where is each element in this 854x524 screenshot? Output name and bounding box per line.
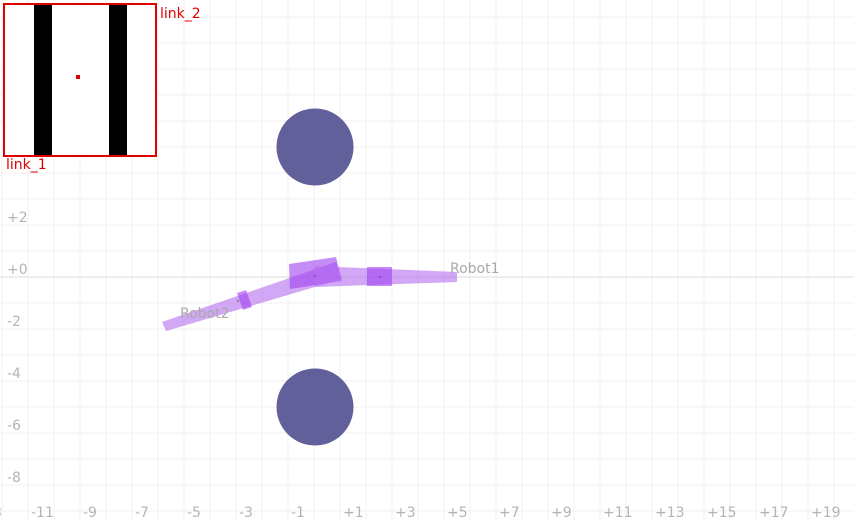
x-axis-label: +3 xyxy=(395,505,416,520)
inset-frame xyxy=(3,3,157,157)
robot-joint xyxy=(237,290,252,310)
joint-center xyxy=(314,275,316,277)
x-axis-label: -7 xyxy=(135,505,149,520)
robot-label: Robot1 xyxy=(450,261,500,277)
x-axis-label: -9 xyxy=(83,505,97,520)
x-axis-label: +7 xyxy=(499,505,520,520)
robot-1 xyxy=(289,257,457,289)
y-axis-label: +0 xyxy=(7,262,28,278)
inset-label: link_2 xyxy=(160,6,201,22)
x-axis-label: -13 xyxy=(0,505,2,520)
x-axis-label: +9 xyxy=(551,505,572,520)
y-axis-label: +2 xyxy=(7,210,28,226)
obstacle xyxy=(276,368,354,446)
x-axis-label: -5 xyxy=(187,505,201,520)
x-axis-label: -1 xyxy=(291,505,305,520)
x-axis-label: +17 xyxy=(759,505,789,520)
x-axis-label: +1 xyxy=(343,505,364,520)
y-axis-label: -2 xyxy=(7,314,21,330)
y-axis-label: -6 xyxy=(7,418,21,434)
x-axis-label: +11 xyxy=(603,505,633,520)
x-axis-label: +5 xyxy=(447,505,468,520)
joint-center xyxy=(379,276,381,278)
x-axis-label: +19 xyxy=(811,505,841,520)
x-axis-label: -3 xyxy=(239,505,253,520)
inset-point xyxy=(76,75,80,79)
x-axis-label: +13 xyxy=(655,505,685,520)
joint-center xyxy=(237,300,239,302)
inset-bar xyxy=(109,5,127,155)
inset-label: link_1 xyxy=(6,157,47,173)
inset: link_2 link_1 xyxy=(3,3,201,173)
inset-bar xyxy=(34,5,52,155)
robot-label: Robot2 xyxy=(180,306,230,322)
y-axis-label: -8 xyxy=(7,470,21,486)
x-axis-label: -11 xyxy=(31,505,54,520)
obstacle xyxy=(276,108,354,186)
y-axis-label: -4 xyxy=(7,366,21,382)
x-axis-label: +15 xyxy=(707,505,737,520)
